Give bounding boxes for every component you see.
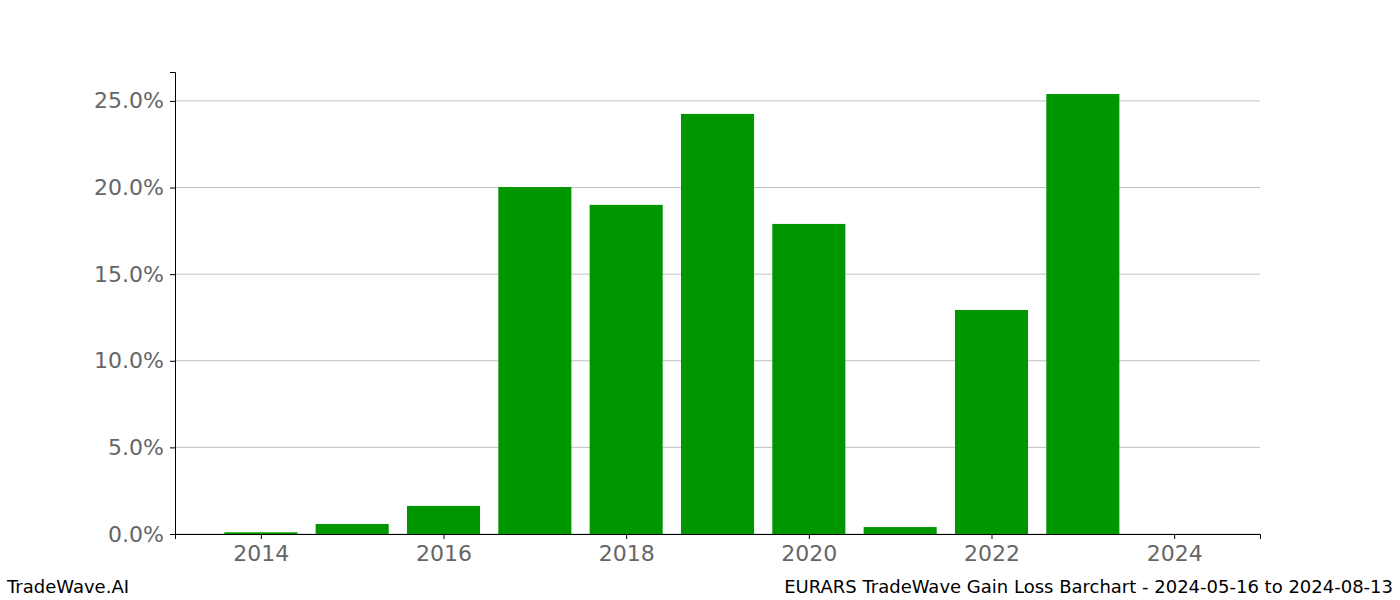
x-tick-mark bbox=[991, 534, 992, 539]
x-tick: 2024 bbox=[1147, 534, 1203, 566]
x-tick-mark bbox=[261, 534, 262, 539]
y-tick-mark bbox=[170, 361, 175, 362]
bar bbox=[316, 524, 389, 534]
x-tick-label: 2020 bbox=[781, 541, 837, 566]
bar bbox=[772, 224, 845, 534]
y-tick: 25.0% bbox=[94, 88, 175, 113]
bars bbox=[224, 94, 1119, 534]
title: EURARS TradeWave Gain Loss Barchart - 20… bbox=[784, 576, 1393, 597]
x-tick-label: 2018 bbox=[599, 541, 655, 566]
chart: 0.0% 5.0% 10.0% 15.0% 20.0% 25.0% 2014 2016 2018… bbox=[0, 0, 1400, 600]
y-tick: 0.0% bbox=[108, 522, 175, 547]
y-tick-mark bbox=[170, 101, 175, 102]
y-tick-label: 10.0% bbox=[94, 348, 164, 373]
x-tick-mark bbox=[1174, 534, 1175, 539]
y-axis: 0.0% 5.0% 10.0% 15.0% 20.0% 25.0% bbox=[94, 73, 175, 547]
y-tick-mark bbox=[170, 534, 175, 535]
x-tick: 2020 bbox=[781, 534, 837, 566]
x-tick-label: 2022 bbox=[964, 541, 1020, 566]
x-tick-label: 2014 bbox=[233, 541, 289, 566]
y-tick-label: 0.0% bbox=[108, 522, 164, 547]
bar bbox=[864, 527, 937, 534]
y-tick: 10.0% bbox=[94, 348, 175, 373]
x-tick: 2014 bbox=[233, 534, 289, 566]
subtitle: TradeWave.AI bbox=[6, 576, 129, 597]
x-tick-label: 2024 bbox=[1147, 541, 1203, 566]
x-axis: 2014 2016 2018 2020 2022 2024 bbox=[176, 534, 1261, 566]
bar bbox=[498, 187, 571, 534]
bar bbox=[407, 506, 480, 534]
y-tick: 15.0% bbox=[94, 262, 175, 287]
y-tick-label: 15.0% bbox=[94, 262, 164, 287]
y-tick: 5.0% bbox=[108, 435, 175, 460]
x-tick: 2022 bbox=[964, 534, 1020, 566]
y-tick-mark bbox=[170, 274, 175, 275]
x-tick-mark bbox=[626, 534, 627, 539]
y-tick-label: 25.0% bbox=[94, 88, 164, 113]
y-axis-line bbox=[170, 73, 176, 535]
x-tick-mark bbox=[444, 534, 445, 539]
y-tick-label: 5.0% bbox=[108, 435, 164, 460]
y-tick-label: 20.0% bbox=[94, 175, 164, 200]
x-tick: 2018 bbox=[599, 534, 655, 566]
bar bbox=[955, 310, 1028, 534]
plot: 0.0% 5.0% 10.0% 15.0% 20.0% 25.0% 2014 2016 2018… bbox=[94, 73, 1260, 566]
bar bbox=[1138, 534, 1211, 535]
y-tick: 20.0% bbox=[94, 175, 175, 200]
y-tick-mark bbox=[170, 188, 175, 189]
bar bbox=[681, 114, 754, 534]
x-tick: 2016 bbox=[416, 534, 472, 566]
bar bbox=[224, 532, 297, 534]
y-tick-mark bbox=[170, 447, 175, 448]
x-tick-mark bbox=[809, 534, 810, 539]
x-tick-label: 2016 bbox=[416, 541, 472, 566]
bar bbox=[590, 205, 663, 534]
bar bbox=[1046, 94, 1119, 534]
x-axis-line bbox=[176, 535, 1261, 540]
